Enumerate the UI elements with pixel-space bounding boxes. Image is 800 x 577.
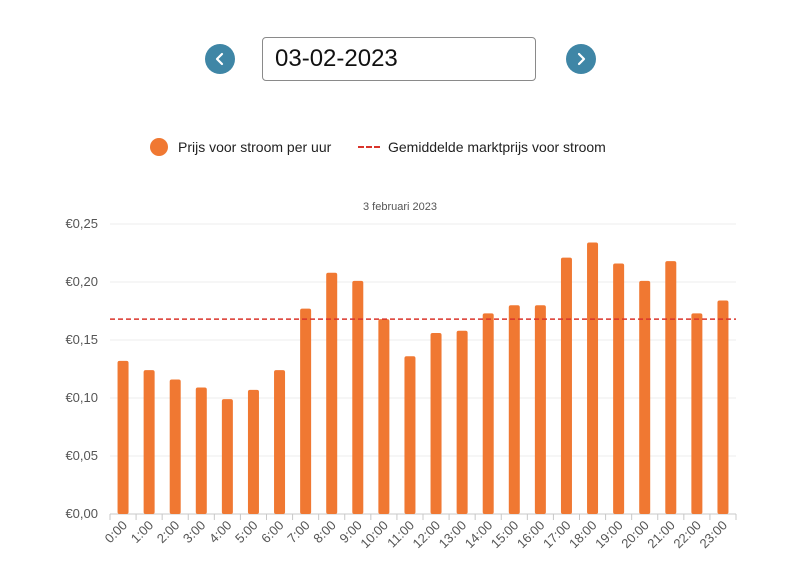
x-tick-label: 8:00 bbox=[310, 518, 339, 547]
x-tick-label: 18:00 bbox=[566, 518, 600, 552]
x-tick-label: 12:00 bbox=[410, 518, 444, 552]
y-tick-label: €0,20 bbox=[65, 274, 98, 289]
bar[interactable] bbox=[169, 379, 181, 514]
x-tick-label: 14:00 bbox=[462, 518, 496, 552]
bars bbox=[117, 242, 729, 514]
bar[interactable] bbox=[378, 319, 390, 514]
bar[interactable] bbox=[717, 300, 729, 514]
x-tick-label: 13:00 bbox=[436, 518, 470, 552]
chart-legend: Prijs voor stroom per uur Gemiddelde mar… bbox=[0, 135, 800, 159]
bar[interactable] bbox=[221, 399, 233, 514]
bar[interactable] bbox=[587, 242, 599, 514]
legend-label-average-price: Gemiddelde marktprijs voor stroom bbox=[388, 139, 606, 155]
bar[interactable] bbox=[404, 356, 416, 514]
bar[interactable] bbox=[508, 305, 520, 514]
previous-day-button[interactable] bbox=[205, 44, 235, 74]
x-tick-label: 4:00 bbox=[206, 518, 235, 547]
bar[interactable] bbox=[456, 330, 468, 514]
y-tick-label: €0,05 bbox=[65, 448, 98, 463]
bar[interactable] bbox=[691, 313, 703, 514]
legend-label-hourly-price: Prijs voor stroom per uur bbox=[178, 139, 332, 155]
chevron-left-icon bbox=[215, 52, 224, 66]
bar[interactable] bbox=[143, 370, 155, 514]
bar[interactable] bbox=[665, 261, 677, 514]
x-tick-label: 5:00 bbox=[232, 518, 261, 547]
x-tick-label: 15:00 bbox=[488, 518, 522, 552]
x-tick-label: 20:00 bbox=[618, 518, 652, 552]
x-tick-label: 17:00 bbox=[540, 518, 574, 552]
x-tick-label: 10:00 bbox=[357, 518, 391, 552]
bar[interactable] bbox=[274, 370, 286, 514]
y-tick-label: €0,15 bbox=[65, 332, 98, 347]
x-tick-label: 23:00 bbox=[696, 518, 730, 552]
legend-item-average-price[interactable]: Gemiddelde marktprijs voor stroom bbox=[358, 135, 606, 159]
legend-marker-average-price bbox=[358, 146, 380, 148]
y-axis-labels: €0,00 €0,05 €0,10 €0,15 €0,20 €0,25 bbox=[65, 216, 98, 521]
x-tick-label: 3:00 bbox=[180, 518, 209, 547]
x-tick-label: 0:00 bbox=[102, 518, 131, 547]
bar[interactable] bbox=[639, 280, 651, 514]
x-tick-label: 1:00 bbox=[128, 518, 157, 547]
bar[interactable] bbox=[300, 308, 312, 514]
x-tick-label: 6:00 bbox=[258, 518, 287, 547]
x-tick-label: 7:00 bbox=[284, 518, 313, 547]
bar[interactable] bbox=[247, 389, 259, 514]
x-tick-label: 16:00 bbox=[514, 518, 548, 552]
x-tick-label: 22:00 bbox=[670, 518, 704, 552]
bar[interactable] bbox=[534, 305, 546, 514]
legend-item-hourly-price[interactable]: Prijs voor stroom per uur bbox=[150, 135, 331, 159]
y-tick-label: €0,00 bbox=[65, 506, 98, 521]
bar[interactable] bbox=[613, 263, 625, 514]
x-axis-labels: 0:001:002:003:004:005:006:007:008:009:00… bbox=[102, 518, 730, 552]
bar[interactable] bbox=[195, 387, 207, 514]
bar[interactable] bbox=[352, 280, 364, 514]
grid-lines bbox=[109, 223, 737, 520]
date-input[interactable] bbox=[262, 37, 536, 81]
bar[interactable] bbox=[117, 360, 129, 514]
chart-title: 3 februari 2023 bbox=[363, 201, 437, 213]
bar[interactable] bbox=[482, 313, 494, 514]
y-tick-label: €0,25 bbox=[65, 216, 98, 231]
bar[interactable] bbox=[430, 333, 442, 514]
x-tick-label: 21:00 bbox=[644, 518, 678, 552]
x-tick-label: 11:00 bbox=[384, 518, 417, 551]
y-tick-label: €0,10 bbox=[65, 390, 98, 405]
price-bar-chart: 3 februari 2023 €0,00 €0,05 €0,10 €0,15 €0,2… bbox=[65, 201, 737, 552]
bar[interactable] bbox=[326, 272, 338, 514]
next-day-button[interactable] bbox=[566, 44, 596, 74]
bar[interactable] bbox=[560, 257, 572, 514]
x-tick-label: 2:00 bbox=[154, 518, 183, 547]
chevron-right-icon bbox=[577, 52, 586, 66]
x-tick-label: 19:00 bbox=[592, 518, 626, 552]
legend-marker-hourly-price bbox=[150, 138, 168, 156]
